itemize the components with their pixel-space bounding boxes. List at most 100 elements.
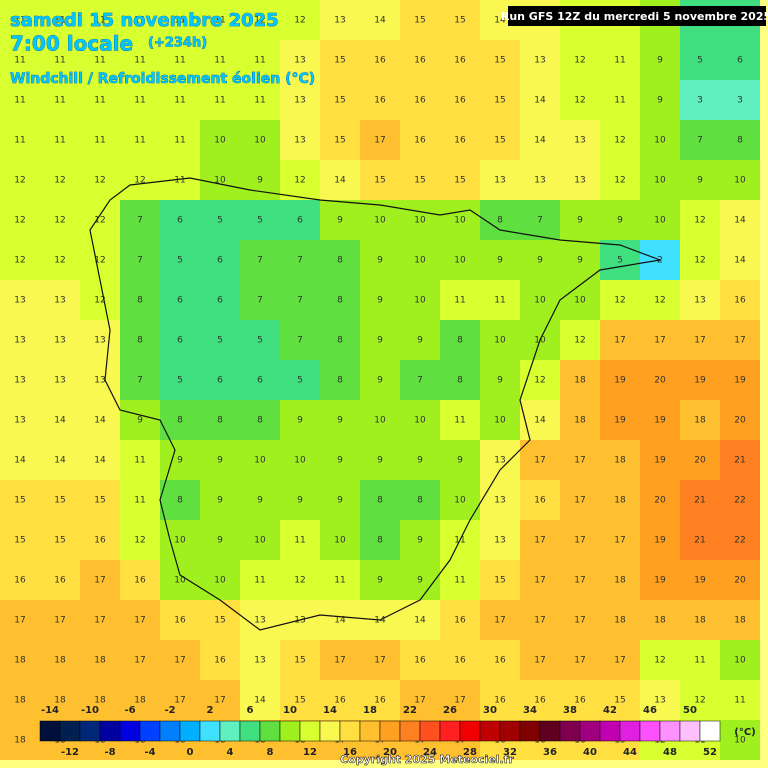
grid-cell [120,40,160,80]
grid-cell [560,560,600,600]
grid-value: 14 [254,696,266,706]
grid-cell [360,0,400,40]
colorbar-swatch [559,720,581,742]
grid-cell [40,120,80,160]
grid-value: 19 [734,376,746,386]
grid-value: 5 [217,216,223,226]
grid-cell [600,120,640,160]
grid-cell [80,320,120,360]
grid-value: 17 [574,456,585,466]
grid-cell [160,560,200,600]
grid-cell [440,200,480,240]
grid-value: 14 [414,616,426,626]
grid-value: 16 [454,56,466,66]
grid-value: 10 [734,656,746,666]
grid-value: 19 [654,536,666,546]
grid-cell [0,40,40,80]
grid-value: 12 [654,656,665,666]
grid-cell [0,560,40,600]
grid-value: 17 [574,656,585,666]
grid-value: 11 [134,456,145,466]
grid-value: 14 [94,456,106,466]
grid-value: 14 [734,256,746,266]
grid-value: 14 [534,96,546,106]
grid-value: 10 [494,416,506,426]
grid-cell [120,0,160,40]
grid-value: 12 [94,176,105,186]
grid-value: 9 [257,176,263,186]
colorbar-swatch [699,720,721,742]
grid-cell [560,200,600,240]
grid-value: 17 [374,656,385,666]
grid-cell [600,160,640,200]
grid-cell [440,400,480,440]
grid-value: 15 [94,496,105,506]
grid-cell [320,120,360,160]
grid-cell [480,400,520,440]
grid-cell [320,240,360,280]
grid-cell [600,520,640,560]
grid-cell [160,160,200,200]
grid-cell [720,320,760,360]
grid-value: 8 [457,376,463,386]
grid-cell [320,440,360,480]
grid-value: 17 [134,656,145,666]
grid-value: 5 [177,256,183,266]
grid-cell [120,560,160,600]
grid-cell [720,280,760,320]
grid-cell [0,160,40,200]
grid-value: 11 [14,136,25,146]
grid-cell [680,240,720,280]
grid-value: 17 [14,616,25,626]
colorbar-label: 44 [623,747,637,758]
grid-value: 13 [534,176,545,186]
grid-cell [400,560,440,600]
colorbar-label: 34 [523,705,537,716]
lead-time: (+234h) [148,36,207,51]
grid-value: 7 [257,256,263,266]
grid-cell [600,600,640,640]
grid-cell [640,360,680,400]
grid-cell [320,400,360,440]
grid-cell [440,120,480,160]
grid-value: 7 [297,336,303,346]
colorbar-label: 18 [363,705,377,716]
colorbar-swatch [219,720,241,742]
grid-value: 12 [94,296,105,306]
colorbar-label: 14 [323,705,337,716]
grid-value: 10 [254,136,266,146]
colorbar-swatch [239,720,261,742]
grid-value: 9 [217,496,223,506]
grid-value: 16 [534,696,546,706]
colorbar-swatch [419,720,441,742]
grid-value: 11 [54,56,65,66]
grid-value: 11 [214,16,225,26]
grid-value: 20 [734,576,746,586]
grid-value: 17 [174,696,185,706]
grid-cell [200,480,240,520]
colorbar-swatch [519,720,541,742]
grid-value: 12 [254,16,265,26]
grid-value: 13 [94,376,105,386]
grid-cell [640,120,680,160]
grid-cell [680,80,720,120]
grid-cell [600,200,640,240]
grid-cell [600,560,640,600]
grid-value: 13 [654,696,665,706]
grid-cell [320,560,360,600]
grid-value: 10 [214,176,226,186]
grid-value: 18 [734,616,746,626]
grid-value: 14 [334,176,346,186]
grid-value: 17 [334,656,345,666]
grid-value: 9 [337,496,343,506]
grid-value: 13 [294,96,305,106]
grid-value: 16 [334,696,346,706]
grid-cell [0,440,40,480]
grid-value: 9 [537,256,543,266]
colorbar-swatch [179,720,201,742]
grid-cell [280,40,320,80]
grid-cell [440,160,480,200]
grid-value: 7 [137,256,143,266]
grid-cell [520,440,560,480]
grid-value: 6 [177,296,183,306]
